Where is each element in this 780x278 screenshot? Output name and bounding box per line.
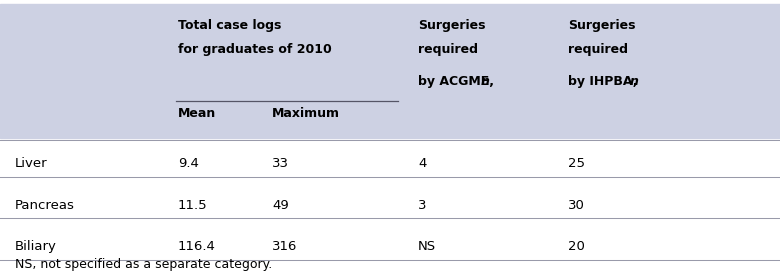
Text: 4: 4	[418, 157, 427, 170]
Text: Maximum: Maximum	[272, 107, 340, 120]
Text: 316: 316	[272, 240, 297, 254]
Text: Mean: Mean	[178, 107, 216, 120]
Text: n: n	[481, 75, 490, 88]
Text: Pancreas: Pancreas	[15, 199, 75, 212]
Text: required: required	[568, 43, 628, 56]
Text: 11.5: 11.5	[178, 199, 207, 212]
Text: Total case logs: Total case logs	[178, 19, 282, 33]
Text: 49: 49	[272, 199, 289, 212]
Text: required: required	[418, 43, 478, 56]
Text: 9.4: 9.4	[178, 157, 199, 170]
Text: by IHPBA,: by IHPBA,	[568, 75, 642, 88]
Text: for graduates of 2010: for graduates of 2010	[178, 43, 332, 56]
Text: 20: 20	[568, 240, 585, 254]
Text: 30: 30	[568, 199, 585, 212]
Text: NS: NS	[418, 240, 436, 254]
Text: Surgeries: Surgeries	[418, 19, 485, 33]
Text: 3: 3	[418, 199, 427, 212]
Text: 33: 33	[272, 157, 289, 170]
Bar	[0, 4, 780, 138]
Text: Biliary: Biliary	[15, 240, 57, 254]
Text: Liver: Liver	[15, 157, 48, 170]
Text: by ACGME,: by ACGME,	[418, 75, 498, 88]
Text: NS, not specified as a separate category.: NS, not specified as a separate category…	[15, 258, 272, 271]
Text: Surgeries: Surgeries	[568, 19, 636, 33]
Text: 116.4: 116.4	[178, 240, 216, 254]
Text: n: n	[630, 75, 639, 88]
Text: 25: 25	[568, 157, 585, 170]
